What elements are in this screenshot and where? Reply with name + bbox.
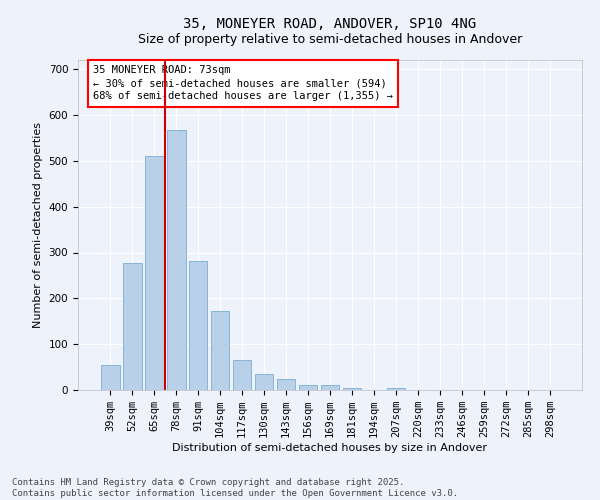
Bar — [233, 360, 251, 390]
X-axis label: Distribution of semi-detached houses by size in Andover: Distribution of semi-detached houses by … — [173, 443, 487, 453]
Bar — [277, 380, 295, 390]
Bar — [189, 261, 208, 390]
Bar — [211, 311, 229, 390]
Bar — [299, 384, 317, 390]
Text: 35 MONEYER ROAD: 73sqm
← 30% of semi-detached houses are smaller (594)
68% of se: 35 MONEYER ROAD: 73sqm ← 30% of semi-det… — [93, 65, 393, 102]
Y-axis label: Number of semi-detached properties: Number of semi-detached properties — [33, 122, 43, 328]
Bar — [255, 374, 274, 390]
Bar — [386, 388, 405, 390]
Text: Contains HM Land Registry data © Crown copyright and database right 2025.
Contai: Contains HM Land Registry data © Crown c… — [12, 478, 458, 498]
Bar — [343, 388, 361, 390]
Bar — [145, 156, 164, 390]
Bar — [320, 384, 340, 390]
Bar — [167, 130, 185, 390]
Bar — [101, 365, 119, 390]
Bar — [123, 262, 142, 390]
Text: Size of property relative to semi-detached houses in Andover: Size of property relative to semi-detach… — [138, 32, 522, 46]
Text: 35, MONEYER ROAD, ANDOVER, SP10 4NG: 35, MONEYER ROAD, ANDOVER, SP10 4NG — [184, 18, 476, 32]
